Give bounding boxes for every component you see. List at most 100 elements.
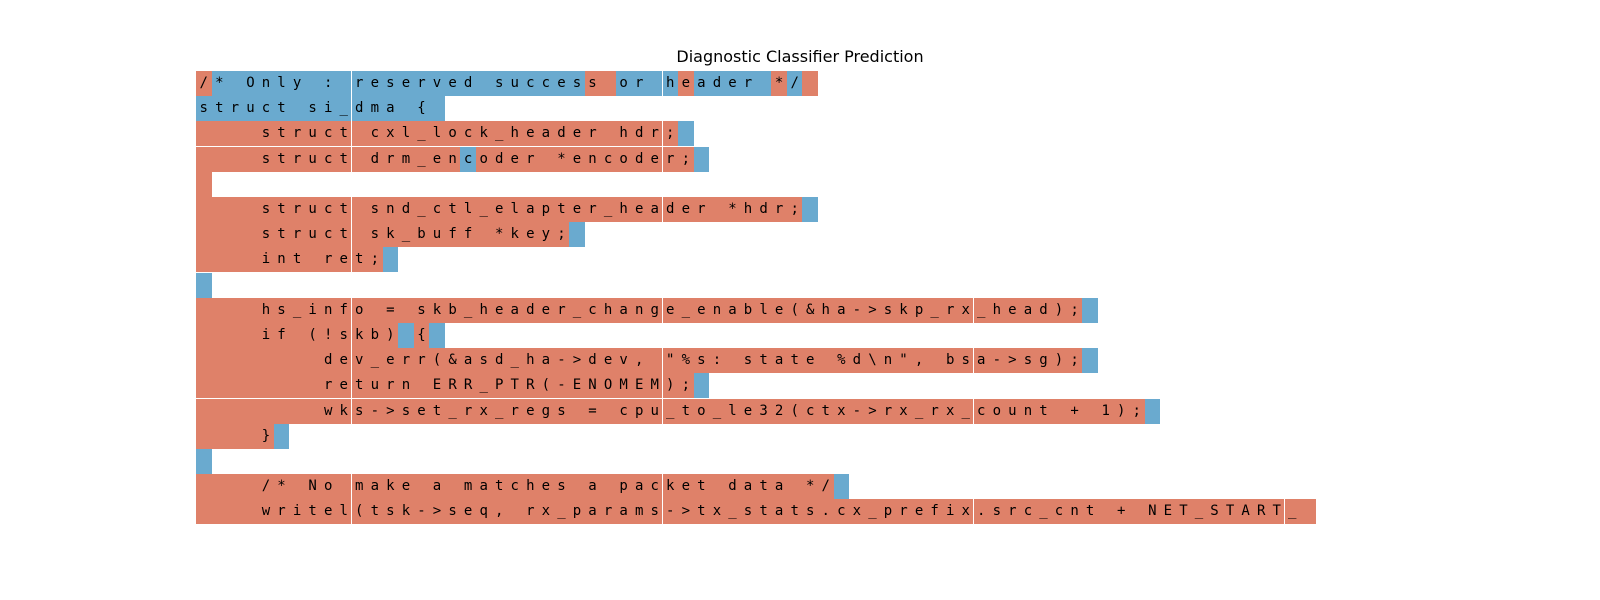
token-cell: n: [880, 348, 896, 374]
token-cell: e: [538, 297, 554, 323]
token-cell: ;: [662, 121, 679, 147]
token-cell: r: [382, 146, 399, 172]
token-cell: t: [693, 499, 710, 525]
token-cell: _: [1191, 499, 1207, 525]
token-cell: t: [678, 398, 694, 424]
token-cell: s: [491, 71, 507, 96]
token-cell: t: [335, 146, 352, 172]
token-cell: [227, 423, 243, 449]
token-cell: a: [522, 197, 539, 222]
token-cell: ": [662, 348, 679, 374]
token-cell: %: [678, 348, 694, 374]
token-cell: [600, 474, 616, 500]
token-cell: d: [491, 146, 507, 172]
token-cell: [1082, 398, 1098, 424]
token-cell: [242, 373, 259, 399]
token-cell: e: [771, 297, 787, 323]
token-cell: e: [507, 146, 523, 172]
token-cell: >: [569, 348, 585, 374]
token-cell: m: [367, 96, 383, 122]
token-cell: r: [289, 146, 305, 172]
token-cell: d: [367, 146, 383, 172]
token-cell: e: [522, 398, 539, 424]
token-cell: {: [413, 96, 430, 122]
token-cell: c: [460, 146, 476, 172]
token-cell: [304, 348, 321, 374]
token-cell: n: [398, 373, 414, 399]
token-cell: o: [351, 297, 368, 323]
token-cell: _: [475, 373, 492, 399]
token-cell: h: [522, 348, 539, 374]
token-cell: [211, 197, 228, 222]
token-cell: [227, 121, 243, 147]
token-cell: a: [740, 474, 756, 500]
token-cell: d: [522, 297, 539, 323]
token-cell: [196, 272, 212, 298]
token-cell: M: [646, 373, 663, 399]
token-cell: u: [304, 197, 321, 222]
token-cell: S: [1206, 499, 1223, 525]
token-cell: d: [755, 197, 772, 222]
token-cell: _: [1284, 499, 1301, 525]
token-cell: t: [211, 96, 228, 122]
token-cell: f: [273, 323, 290, 348]
token-cell: >: [678, 499, 694, 525]
token-cell: [196, 423, 212, 449]
token-cell: r: [1004, 499, 1021, 525]
token-cell: r: [320, 247, 336, 273]
token-cell: [367, 297, 383, 323]
token-cell: [196, 222, 212, 248]
token-cell: a: [615, 499, 632, 525]
token-cell: [429, 323, 445, 348]
token-cell: _: [724, 499, 741, 525]
token-cell: [709, 197, 725, 222]
token-cell: [227, 146, 243, 172]
token-cell: T: [1268, 499, 1285, 525]
token-cell: x: [538, 499, 554, 525]
token-cell: M: [615, 373, 632, 399]
token-cell: -: [849, 297, 865, 323]
token-cell: r: [460, 398, 476, 424]
token-cell: t: [273, 96, 290, 122]
token-cell: c: [429, 197, 445, 222]
token-cell: l: [429, 121, 445, 147]
token-cell: o: [693, 398, 710, 424]
token-cell: [802, 71, 818, 96]
token-cell: T: [507, 373, 523, 399]
token-cell: e: [320, 499, 336, 525]
token-cell: d: [662, 197, 679, 222]
token-cell: a: [615, 297, 632, 323]
token-cell: p: [911, 297, 927, 323]
token-cell: .: [973, 499, 990, 525]
token-cell: [242, 499, 259, 525]
token-cell: O: [600, 373, 616, 399]
token-cell: r: [289, 121, 305, 147]
token-cell: ;: [1066, 297, 1083, 323]
token-cell: *: [273, 474, 290, 500]
token-cell: >: [429, 499, 445, 525]
token-cell: c: [460, 121, 476, 147]
token-cell: d: [631, 146, 647, 172]
token-cell: h: [507, 121, 523, 147]
token-cell: t: [335, 197, 352, 222]
token-cell: v: [429, 71, 445, 96]
token-cell: [242, 121, 259, 147]
token-cell: A: [1237, 499, 1254, 525]
token-cell: _: [678, 297, 694, 323]
token-cell: e: [569, 146, 585, 172]
token-cell: c: [258, 96, 274, 122]
token-cell: w: [258, 499, 274, 525]
token-cell: [242, 247, 259, 273]
token-cell: [786, 474, 803, 500]
token-cell: t: [335, 222, 352, 248]
token-cell: k: [429, 297, 445, 323]
token-cell: r: [740, 71, 756, 96]
token-cell: b: [942, 348, 958, 374]
token-cell: a: [973, 348, 990, 374]
token-cell: r: [584, 121, 601, 147]
token-cell: r: [273, 499, 290, 525]
token-cell: [258, 398, 274, 424]
token-cell: [304, 247, 321, 273]
token-cell: :: [320, 71, 336, 96]
token-cell: f: [335, 297, 352, 323]
